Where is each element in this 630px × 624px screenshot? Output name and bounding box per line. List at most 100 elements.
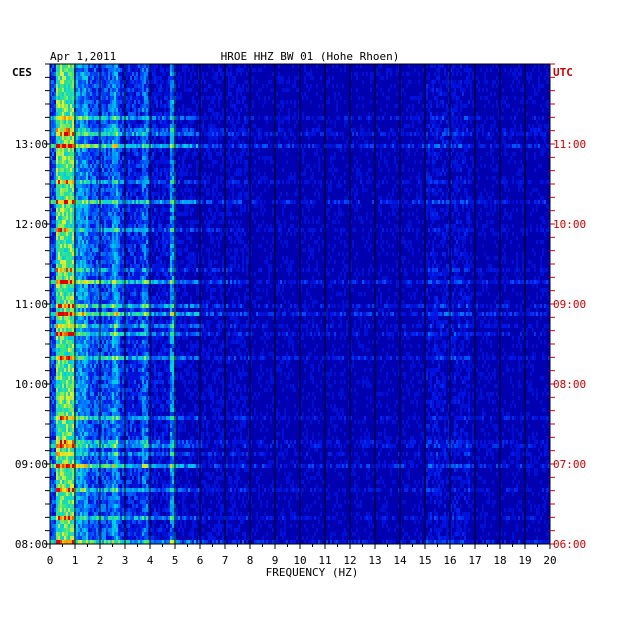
spectrogram-cell bbox=[208, 224, 210, 228]
spectrogram-cell bbox=[510, 132, 512, 136]
spectrogram-cell bbox=[210, 132, 212, 136]
spectrogram-cell bbox=[432, 160, 434, 164]
spectrogram-cell bbox=[118, 124, 120, 128]
spectrogram-cell bbox=[192, 220, 194, 224]
spectrogram-cell bbox=[536, 188, 538, 192]
spectrogram-cell bbox=[384, 156, 386, 160]
spectrogram-cell bbox=[538, 124, 540, 128]
spectrogram-cell bbox=[152, 164, 154, 168]
spectrogram-cell bbox=[394, 148, 396, 152]
spectrogram-cell bbox=[192, 96, 194, 100]
spectrogram-cell bbox=[378, 196, 380, 200]
spectrogram-cell bbox=[290, 128, 292, 132]
spectrogram-cell bbox=[130, 164, 132, 168]
spectrogram-cell bbox=[430, 200, 432, 204]
spectrogram-cell bbox=[202, 120, 204, 124]
spectrogram-cell bbox=[54, 164, 56, 168]
spectrogram-cell bbox=[88, 100, 90, 104]
spectrogram-cell bbox=[148, 220, 150, 224]
spectrogram-cell bbox=[304, 68, 306, 72]
spectrogram-cell bbox=[210, 84, 212, 88]
spectrogram-cell bbox=[506, 196, 508, 200]
spectrogram-cell bbox=[494, 204, 496, 208]
spectrogram-cell bbox=[100, 224, 102, 228]
spectrogram-cell bbox=[534, 200, 536, 204]
spectrogram-cell bbox=[514, 76, 516, 80]
spectrogram-cell bbox=[84, 64, 86, 68]
spectrogram-cell bbox=[302, 96, 304, 100]
spectrogram-cell bbox=[84, 132, 86, 136]
spectrogram-cell bbox=[156, 76, 158, 80]
spectrogram-cell bbox=[60, 68, 62, 72]
spectrogram-cell bbox=[388, 152, 390, 156]
spectrogram-cell bbox=[68, 152, 70, 156]
spectrogram-cell bbox=[204, 132, 206, 136]
spectrogram-cell bbox=[90, 80, 92, 84]
spectrogram-cell bbox=[112, 100, 114, 104]
spectrogram-cell bbox=[466, 128, 468, 132]
spectrogram-cell bbox=[256, 200, 258, 204]
spectrogram-cell bbox=[190, 208, 192, 212]
spectrogram-cell bbox=[102, 216, 104, 220]
spectrogram-cell bbox=[110, 120, 112, 124]
spectrogram-cell bbox=[506, 180, 508, 184]
spectrogram-cell bbox=[78, 116, 80, 120]
spectrogram-cell bbox=[226, 120, 228, 124]
spectrogram-cell bbox=[72, 192, 74, 196]
spectrogram-cell bbox=[150, 68, 152, 72]
spectrogram-cell bbox=[184, 164, 186, 168]
spectrogram-cell bbox=[116, 128, 118, 132]
spectrogram-cell bbox=[168, 100, 170, 104]
spectrogram-cell bbox=[398, 180, 400, 184]
spectrogram-cell bbox=[418, 196, 420, 200]
spectrogram-cell bbox=[356, 160, 358, 164]
spectrogram-cell bbox=[426, 188, 428, 192]
spectrogram-cell bbox=[242, 132, 244, 136]
spectrogram-cell bbox=[86, 92, 88, 96]
spectrogram-cell bbox=[54, 220, 56, 224]
spectrogram-cell bbox=[462, 144, 464, 148]
spectrogram-cell bbox=[516, 68, 518, 72]
spectrogram-cell bbox=[50, 128, 52, 132]
spectrogram-cell bbox=[378, 116, 380, 120]
spectrogram-cell bbox=[112, 164, 114, 168]
spectrogram-cell bbox=[246, 88, 248, 92]
spectrogram-cell bbox=[460, 196, 462, 200]
spectrogram-cell bbox=[458, 96, 460, 100]
spectrogram-cell bbox=[50, 224, 52, 228]
spectrogram-cell bbox=[186, 212, 188, 216]
spectrogram-cell bbox=[442, 104, 444, 108]
spectrogram-cell bbox=[180, 136, 182, 140]
spectrogram-cell bbox=[460, 164, 462, 168]
spectrogram-cell bbox=[54, 196, 56, 200]
spectrogram-cell bbox=[316, 84, 318, 88]
spectrogram-cell bbox=[110, 136, 112, 140]
spectrogram-cell bbox=[58, 100, 60, 104]
spectrogram-cell bbox=[72, 184, 74, 188]
spectrogram-cell bbox=[80, 208, 82, 212]
spectrogram-cell bbox=[164, 136, 166, 140]
spectrogram-cell bbox=[188, 196, 190, 200]
spectrogram-cell bbox=[112, 200, 114, 204]
spectrogram-cell bbox=[136, 212, 138, 216]
spectrogram-cell bbox=[82, 156, 84, 160]
spectrogram-cell bbox=[442, 164, 444, 168]
spectrogram-cell bbox=[88, 80, 90, 84]
spectrogram-cell bbox=[66, 148, 68, 152]
spectrogram-cell bbox=[398, 156, 400, 160]
spectrogram-cell bbox=[80, 132, 82, 136]
spectrogram-cell bbox=[80, 168, 82, 172]
spectrogram-cell bbox=[56, 200, 58, 204]
spectrogram-cell bbox=[166, 168, 168, 172]
spectrogram-cell bbox=[484, 72, 486, 76]
spectrogram-cell bbox=[114, 200, 116, 204]
spectrogram-cell bbox=[254, 220, 256, 224]
spectrogram-cell bbox=[232, 144, 234, 148]
spectrogram-cell bbox=[166, 100, 168, 104]
spectrogram-cell bbox=[536, 144, 538, 148]
spectrogram-cell bbox=[216, 92, 218, 96]
spectrogram-cell bbox=[406, 148, 408, 152]
spectrogram-cell bbox=[520, 128, 522, 132]
spectrogram-cell bbox=[408, 72, 410, 76]
spectrogram-cell bbox=[460, 84, 462, 88]
